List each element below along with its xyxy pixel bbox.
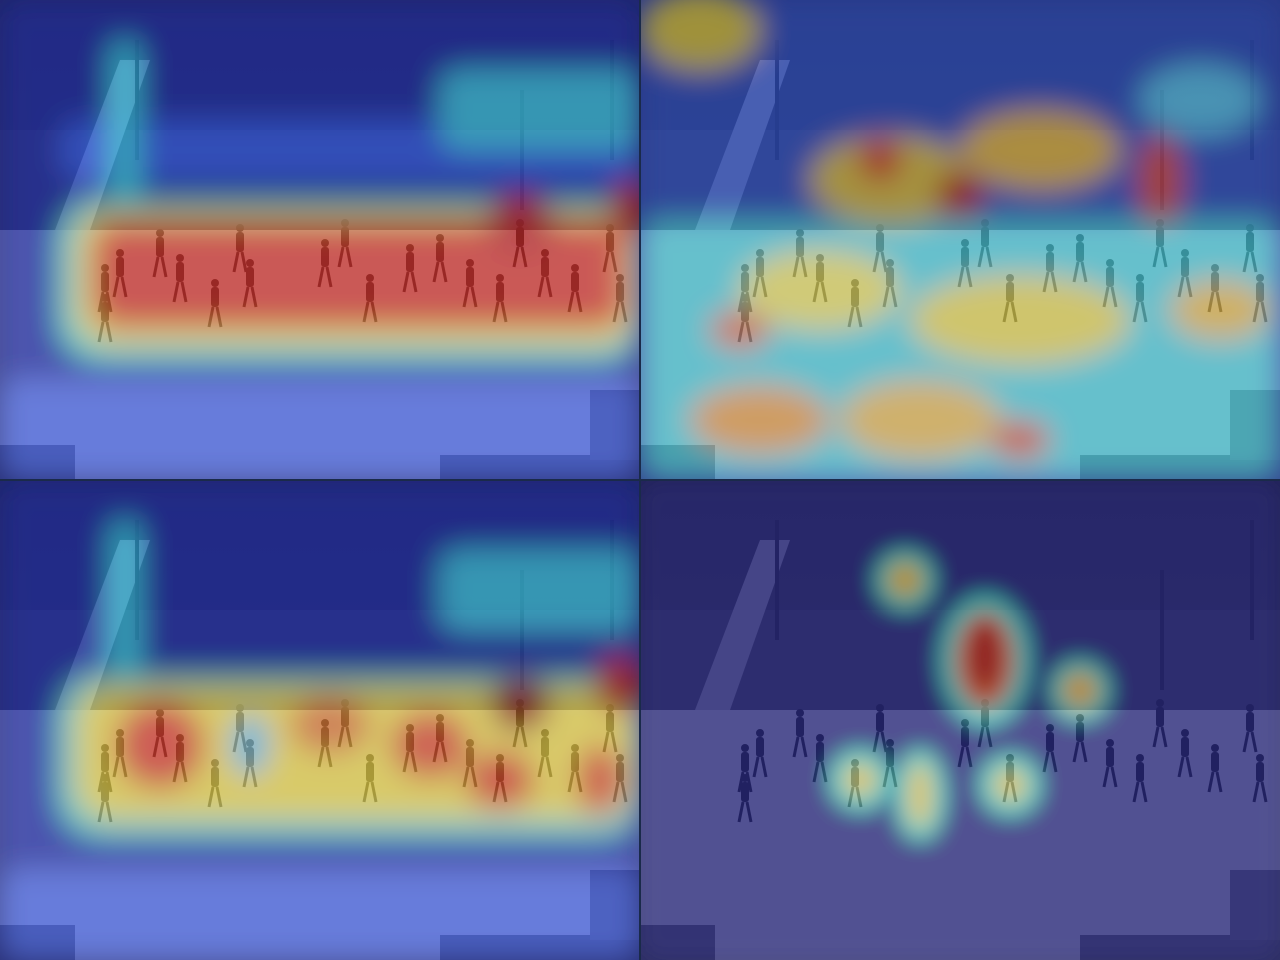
panel-divider-horizontal xyxy=(0,479,1280,481)
heatmap-top-left xyxy=(0,0,640,480)
heatmap-bottom-right xyxy=(640,480,1280,960)
heatmap-bottom-left xyxy=(0,480,640,960)
heatmap-top-right xyxy=(640,0,1280,480)
